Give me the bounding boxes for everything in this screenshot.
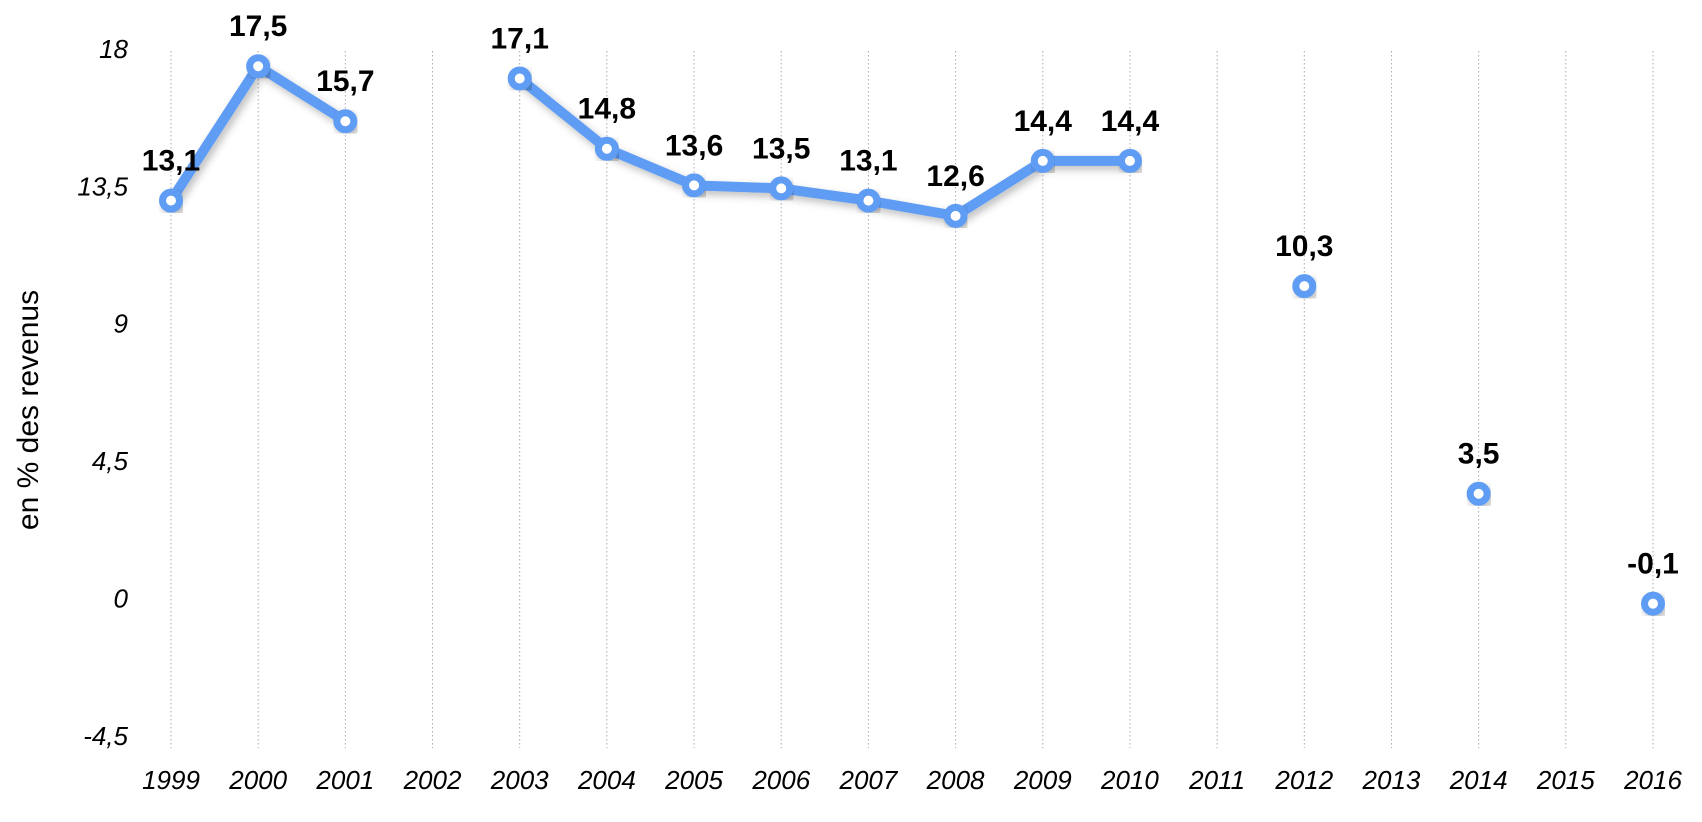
x-tick-label: 2005 <box>664 765 723 795</box>
data-label: 3,5 <box>1458 438 1500 471</box>
data-label: 14,4 <box>1101 105 1160 138</box>
x-tick-label: 1999 <box>142 765 200 795</box>
data-point <box>1030 148 1055 173</box>
data-label: 17,1 <box>491 22 549 55</box>
data-point <box>856 188 881 213</box>
data-point <box>943 203 968 228</box>
x-tick-label: 2011 <box>1188 765 1245 795</box>
x-tick-label: 2014 <box>1449 765 1508 795</box>
x-tick-label: 2009 <box>1013 765 1072 795</box>
data-point <box>246 54 271 79</box>
data-point <box>1466 481 1491 506</box>
data-point <box>1117 148 1142 173</box>
y-tick-label: 9 <box>114 309 128 339</box>
y-tick-label: -4,5 <box>83 721 128 751</box>
x-tick-label: 2012 <box>1274 765 1333 795</box>
data-label: 13,5 <box>752 132 810 165</box>
data-label: 10,3 <box>1275 230 1333 263</box>
data-point <box>333 109 358 134</box>
y-tick-label: 4,5 <box>92 446 129 476</box>
data-label: 13,1 <box>839 145 897 178</box>
data-point <box>1641 591 1665 616</box>
data-point <box>594 136 619 161</box>
x-tick-label: 2007 <box>838 765 898 795</box>
data-label: 14,4 <box>1014 105 1073 138</box>
data-label: -0,1 <box>1627 548 1679 581</box>
x-tick-label: 2001 <box>315 765 374 795</box>
data-label: 15,7 <box>316 65 374 98</box>
y-tick-label: 0 <box>114 583 129 613</box>
x-tick-label: 2015 <box>1536 765 1595 795</box>
x-tick-label: 2016 <box>1623 765 1682 795</box>
data-point <box>769 176 794 201</box>
y-axis-title: en % des revenus <box>12 290 45 530</box>
x-tick-label: 2006 <box>751 765 810 795</box>
data-point <box>682 173 707 198</box>
x-tick-label: 2004 <box>577 765 636 795</box>
data-label: 13,1 <box>142 145 200 178</box>
y-tick-label: 18 <box>99 34 128 64</box>
data-point <box>1292 274 1317 299</box>
data-label: 17,5 <box>229 10 287 43</box>
data-label: 12,6 <box>926 160 984 193</box>
x-tick-label: 2013 <box>1362 765 1421 795</box>
data-label: 13,6 <box>665 129 723 162</box>
x-tick-label: 2000 <box>228 765 287 795</box>
x-tick-label: 2002 <box>403 765 462 795</box>
x-tick-label: 2010 <box>1100 765 1159 795</box>
data-label: 14,8 <box>578 93 636 126</box>
x-tick-label: 2003 <box>490 765 549 795</box>
data-line <box>171 66 1653 603</box>
y-tick-label: 13,5 <box>77 171 128 201</box>
data-point <box>507 66 532 91</box>
data-point <box>159 188 183 213</box>
x-tick-label: 2008 <box>926 765 985 795</box>
